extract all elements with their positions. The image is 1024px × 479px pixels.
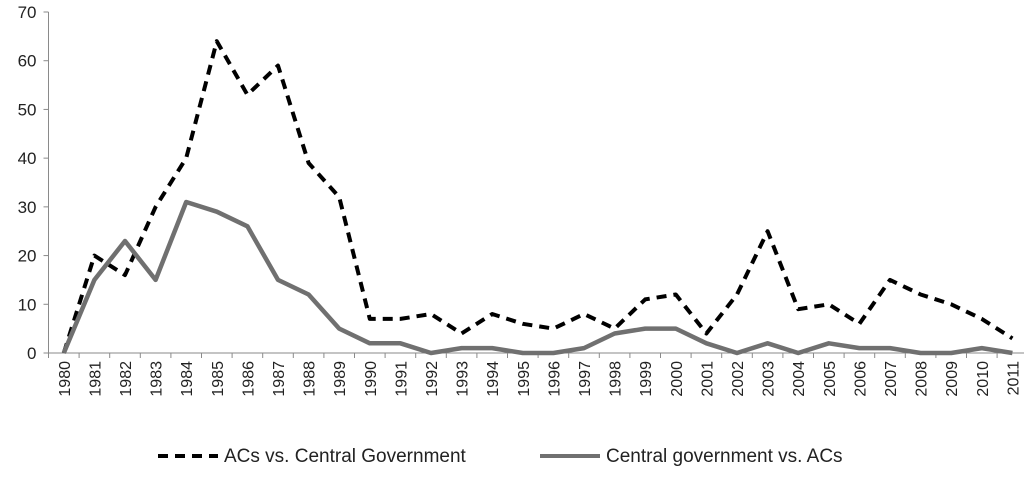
x-tick-label: 2007 xyxy=(883,361,900,397)
axes: 0 10 20 30 40 50 60 70 1980 1981 1982 1983 1984 1985 1… xyxy=(18,3,1024,397)
x-tick-label: 1986 xyxy=(240,361,257,397)
x-tick-label: 1984 xyxy=(179,361,196,397)
series-line-1 xyxy=(64,202,1013,353)
x-tick-label: 2008 xyxy=(914,361,931,397)
x-tick-label: 1999 xyxy=(638,361,655,397)
y-tick-label: 40 xyxy=(18,149,37,168)
x-tick-label: 1981 xyxy=(87,361,104,397)
x-tick-label: 1998 xyxy=(608,361,625,397)
x-tick-label: 2001 xyxy=(699,361,716,397)
series-group xyxy=(64,41,1013,353)
x-tick-label: 2009 xyxy=(944,361,961,397)
y-tick-label: 0 xyxy=(27,344,36,363)
x-tick-label: 2010 xyxy=(975,361,992,397)
x-tick-label: 1982 xyxy=(118,361,135,397)
x-tick-label: 1996 xyxy=(546,361,563,397)
x-tick-label: 2005 xyxy=(822,361,839,397)
x-tick-label: 2000 xyxy=(669,361,686,397)
y-tick-label: 30 xyxy=(18,198,37,217)
y-tick-label: 60 xyxy=(18,52,37,71)
y-tick-label: 10 xyxy=(18,295,37,314)
x-tick-label: 1989 xyxy=(332,361,349,397)
y-tick-label: 50 xyxy=(18,100,37,119)
x-tick-label: 1993 xyxy=(455,361,472,397)
x-tick-label: 2011 xyxy=(1005,361,1022,396)
x-tick-label: 2006 xyxy=(852,361,869,397)
legend-label: ACs vs. Central Government xyxy=(224,446,467,467)
x-tick-label: 1985 xyxy=(210,361,227,397)
legend: ACs vs. Central Government Central govern… xyxy=(158,446,843,467)
x-tick-label: 2003 xyxy=(761,361,778,397)
y-tick-label: 20 xyxy=(18,247,37,266)
legend-label: Central government vs. ACs xyxy=(606,446,843,467)
x-tick-label: 1980 xyxy=(57,361,74,397)
series-line-0 xyxy=(64,41,1013,353)
x-tick-label: 1988 xyxy=(302,361,319,397)
x-tick-label: 1983 xyxy=(149,361,166,397)
x-tick-label: 1990 xyxy=(363,361,380,397)
x-tick-label: 2004 xyxy=(791,361,808,397)
x-tick-label: 1992 xyxy=(424,361,441,397)
x-tick-label: 1994 xyxy=(485,361,502,397)
x-tick-label: 2002 xyxy=(730,361,747,397)
y-tick-label: 70 xyxy=(18,3,37,22)
x-tick-label: 1995 xyxy=(516,361,533,397)
x-tick-label: 1991 xyxy=(393,361,410,397)
x-tick-label: 1997 xyxy=(577,361,594,397)
x-tick-label: 1987 xyxy=(271,361,288,397)
